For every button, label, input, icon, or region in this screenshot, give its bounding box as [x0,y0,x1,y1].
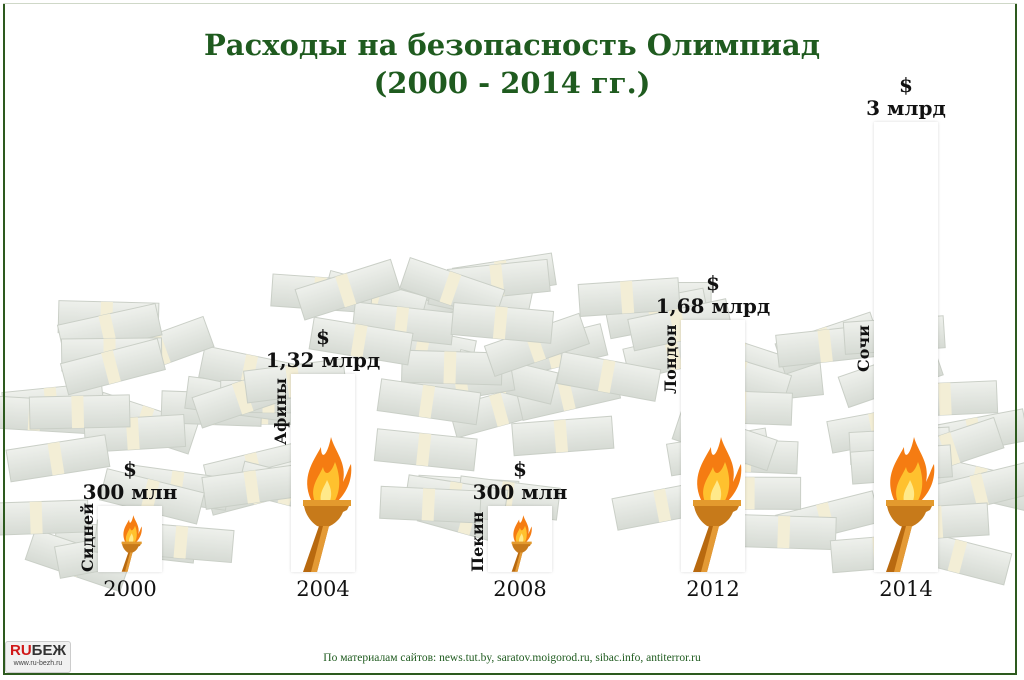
value-text: 300 млн [472,480,568,504]
x-tick-label: 2008 [493,577,547,601]
title-line-1: Расходы на безопасность Олимпиад [203,28,821,62]
currency-symbol: $ [706,271,720,295]
city-label: Сочи [854,325,873,372]
source-note: По материалам сайтов: news.tut.by, sarat… [323,652,701,664]
value-text: 1,32 млрд [265,348,381,372]
value-label: $3 млрд [826,74,986,120]
city-label: Пекин [468,511,487,572]
x-tick-label: 2000 [103,577,157,601]
value-text: 3 млрд [866,96,946,120]
city-label: Сидней [78,502,97,572]
x-tick-label: 2014 [879,577,933,601]
bar-2014 [874,122,938,572]
rubezh-logo: RUБЕЖ www.ru-bezh.ru [5,641,71,673]
value-label: $1,68 млрд [633,272,793,318]
page-frame [3,3,1017,675]
x-tick-label: 2012 [686,577,740,601]
bar-2004 [291,374,355,572]
currency-symbol: $ [899,73,913,97]
value-text: 300 млн [82,480,178,504]
value-label: $1,32 млрд [243,326,403,372]
chart-title: Расходы на безопасность Олимпиад (2000 -… [0,26,1024,102]
x-tick-label: 2004 [296,577,350,601]
city-label: Лондон [661,324,680,394]
title-line-2: (2000 - 2014 гг.) [373,66,651,100]
bar-2000 [98,506,162,572]
value-label: $300 млн [50,458,210,504]
torch-icon [511,515,532,572]
value-text: 1,68 млрд [655,294,771,318]
torch-icon [693,437,742,572]
torch-icon [121,515,142,572]
bar-2012 [681,320,745,572]
torch-icon [303,437,352,572]
currency-symbol: $ [123,457,137,481]
value-label: $300 млн [440,458,600,504]
city-label: Афины [271,377,290,445]
torch-icon [886,437,935,572]
currency-symbol: $ [513,457,527,481]
bar-2008 [488,506,552,572]
currency-symbol: $ [316,325,330,349]
